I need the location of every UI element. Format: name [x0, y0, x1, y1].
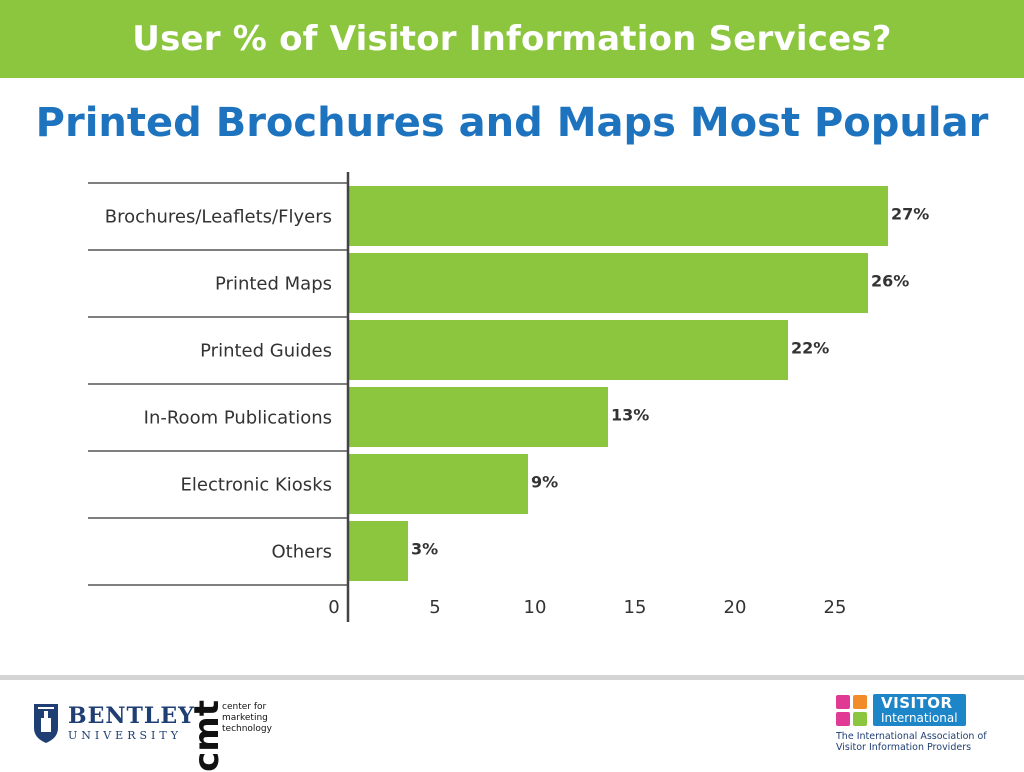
top-banner: User % of Visitor Information Services?: [0, 0, 1024, 78]
cmt-line-3: technology: [222, 724, 272, 734]
chart-subtitle: Printed Brochures and Maps Most Popular: [35, 100, 989, 146]
value-label: 9%: [531, 473, 558, 492]
visitor-caption-2: Visitor Information Providers: [836, 742, 972, 754]
bar-5: [348, 521, 408, 581]
search-icon: [836, 711, 850, 726]
value-label: 26%: [871, 272, 909, 291]
bar-2: [348, 320, 788, 380]
bentley-sub: UNIVERSITY: [68, 729, 182, 742]
value-label: 3%: [411, 540, 438, 559]
bar-3: [348, 387, 608, 447]
bar-1: [348, 253, 868, 313]
bentley-logo: BENTLEY UNIVERSITY: [32, 702, 195, 744]
info-icon: [836, 694, 850, 709]
visitor-international-logo: VISITOR International The International …: [836, 694, 1016, 753]
visitor-wordmark: VISITOR International: [873, 694, 966, 727]
value-label: 27%: [891, 205, 929, 224]
visitor-caption-1: The International Association of: [836, 731, 987, 743]
category-label: Brochures/Leaflets/Flyers: [105, 207, 332, 228]
visitor-icons: [836, 694, 867, 726]
bentley-name: BENTLEY: [68, 703, 195, 729]
cmt-line-1: center for: [222, 702, 267, 712]
category-label: Electronic Kiosks: [181, 475, 332, 496]
x-tick-label: 5: [429, 597, 440, 618]
visitor-line-2: International: [881, 710, 958, 725]
bentley-crest-icon: [34, 704, 58, 743]
footer: BENTLEY UNIVERSITY cmt center for market…: [0, 680, 1024, 772]
bar-4: [348, 454, 528, 514]
category-label: Others: [272, 542, 333, 563]
map-icon: [853, 694, 867, 709]
cmt-line-2: marketing: [222, 713, 268, 723]
category-label: Printed Maps: [215, 274, 332, 295]
bar-chart: Brochures/Leaflets/Flyers 27% Printed Maps…: [88, 172, 929, 622]
value-label: 13%: [611, 406, 649, 425]
cmt-mark: cmt: [187, 700, 227, 772]
x-tick-label: 20: [724, 597, 747, 618]
x-tick-label: 10: [524, 597, 547, 618]
bar-0: [348, 186, 888, 246]
visitor-line-1: VISITOR: [881, 694, 953, 712]
footer-divider: [0, 675, 1024, 680]
x-tick-label: 15: [624, 597, 647, 618]
x-tick-label: 25: [824, 597, 847, 618]
category-label: In-Room Publications: [144, 408, 332, 429]
banner-title: User % of Visitor Information Services?: [132, 19, 892, 59]
value-label: 22%: [791, 339, 829, 358]
x-tick-label: 0: [328, 597, 339, 618]
category-label: Printed Guides: [200, 341, 332, 362]
location-icon: [853, 711, 867, 726]
cmt-logo: cmt center for marketing technology: [187, 700, 272, 772]
